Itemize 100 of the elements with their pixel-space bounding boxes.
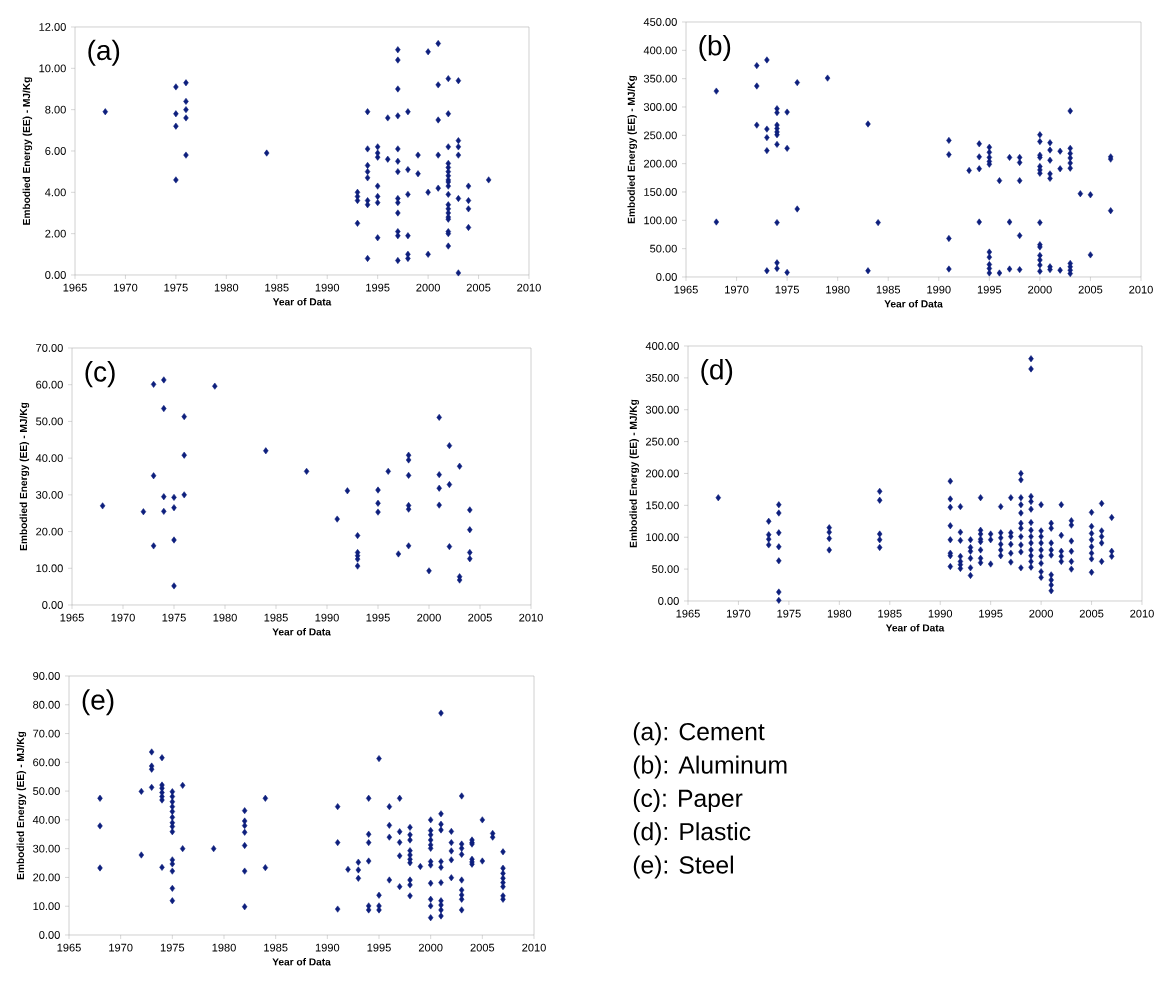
point (467, 549, 473, 556)
y-tick-label: 0.00 (39, 931, 60, 939)
text: (e): Steel (633, 855, 733, 879)
x-tick-label: 1970 (726, 609, 751, 618)
x-tick-label: 2010 (517, 283, 541, 292)
point (181, 413, 187, 421)
y-tick-label: 50.00 (33, 787, 60, 796)
point (303, 467, 310, 475)
point (181, 491, 187, 499)
x-axis-title: Year of Data (885, 624, 945, 632)
y-tick-label: 70.00 (33, 729, 60, 738)
point (395, 550, 402, 558)
point (436, 501, 442, 509)
point (405, 456, 412, 464)
y-tick-label: 50.00 (36, 417, 63, 426)
x-tick-label: 1970 (725, 285, 749, 294)
x-tick-label: 1995 (979, 609, 1003, 618)
y-tick-label: 50.00 (650, 244, 677, 253)
x-tick-label: 2010 (1130, 609, 1154, 618)
point (456, 462, 463, 470)
x-tick-label: 1975 (775, 285, 799, 294)
point (436, 484, 442, 492)
y-tick-label: 400.00 (643, 46, 677, 55)
point (344, 487, 351, 495)
y-tick-label: 50.00 (652, 565, 679, 574)
x-tick-label: 1990 (927, 285, 951, 294)
x-tick-label: 1990 (315, 283, 340, 292)
point (436, 471, 442, 479)
x-tick-label: 1975 (164, 283, 188, 292)
y-tick-label: 20.00 (33, 873, 60, 882)
point (99, 502, 106, 510)
annotation: (e) (82, 689, 114, 716)
annotation: (d) (701, 359, 733, 386)
y-tick-label: 70.00 (36, 344, 63, 352)
text: (c): Paper (633, 788, 743, 812)
x-tick-label: 1985 (878, 609, 902, 618)
y-tick-label: 150.00 (644, 188, 677, 196)
y-tick-label: 350.00 (643, 74, 677, 83)
y-tick-label: 0.00 (45, 271, 66, 279)
x-tick-label: 1985 (876, 285, 901, 294)
y-tick-label: 8.00 (45, 105, 66, 114)
x-axis-title: Year of Data (272, 298, 332, 306)
y-tick-label: 10.00 (33, 902, 60, 911)
x-tick-label: 1990 (928, 609, 953, 618)
x-tick-label: 1995 (366, 613, 390, 622)
x-tick-label: 2005 (470, 943, 495, 952)
x-tick-label: 1965 (674, 285, 698, 294)
x-axis-title: Year of Data (272, 628, 331, 636)
point (212, 382, 218, 390)
x-tick-label: 2000 (416, 283, 440, 292)
x-tick-label: 1970 (111, 613, 135, 622)
x-tick-label: 2010 (1129, 285, 1153, 294)
x-tick-label: 2000 (1029, 609, 1053, 618)
y-tick-label: 12.00 (39, 23, 66, 31)
x-tick-label: 2010 (519, 613, 543, 622)
x-tick-label: 1975 (777, 609, 801, 618)
x-tick-label: 1980 (826, 285, 850, 294)
y-tick-label: 200.00 (644, 159, 677, 168)
point (446, 442, 453, 450)
x-tick-label: 1980 (213, 613, 237, 622)
y-axis-title: Embodied Energy (EE) - MJ/Kg (627, 75, 637, 224)
x-tick-label: 2005 (468, 613, 492, 622)
y-tick-label: 400.00 (645, 342, 679, 350)
point (436, 413, 442, 421)
point (171, 504, 177, 512)
y-tick-label: 300.00 (643, 103, 677, 111)
y-tick-label: 30.00 (33, 844, 60, 853)
point (467, 526, 473, 534)
x-tick-label: 1985 (265, 283, 289, 292)
x-tick-label: 2000 (418, 943, 443, 952)
point (375, 486, 381, 494)
point (150, 472, 157, 480)
x-tick-label: 1965 (57, 943, 81, 952)
x-tick-label: 1995 (977, 285, 1002, 294)
x-tick-label: 2005 (1079, 609, 1104, 618)
y-tick-label: 60.00 (36, 380, 63, 389)
point (161, 405, 167, 413)
point (334, 515, 340, 523)
x-tick-label: 1980 (212, 943, 236, 952)
x-tick-label: 2005 (466, 283, 491, 292)
y-tick-label: 6.00 (45, 147, 66, 155)
y-tick-label: 2.00 (45, 229, 66, 238)
y-axis-title: Embodied Energy (EE) - MJ/Kg (16, 731, 27, 880)
y-axis-title: Embodied Energy (EE) - MJ/Kg (19, 402, 30, 551)
y-tick-label: 0.00 (42, 601, 63, 609)
y-tick-label: 350.00 (645, 373, 679, 382)
y-tick-label: 200.00 (646, 469, 679, 478)
y-tick-label: 20.00 (36, 527, 63, 536)
x-tick-label: 1985 (264, 613, 288, 622)
annotation: (c) (85, 361, 115, 388)
text: (a): Cement (633, 722, 765, 746)
x-tick-label: 1970 (109, 943, 133, 952)
y-tick-label: 0.00 (658, 597, 679, 605)
point (405, 542, 412, 550)
point (354, 562, 361, 570)
x-tick-label: 1985 (264, 943, 288, 952)
x-tick-label: 1965 (63, 283, 87, 292)
point (467, 555, 473, 563)
y-tick-label: 150.00 (646, 501, 679, 510)
x-tick-label: 1965 (60, 613, 84, 622)
